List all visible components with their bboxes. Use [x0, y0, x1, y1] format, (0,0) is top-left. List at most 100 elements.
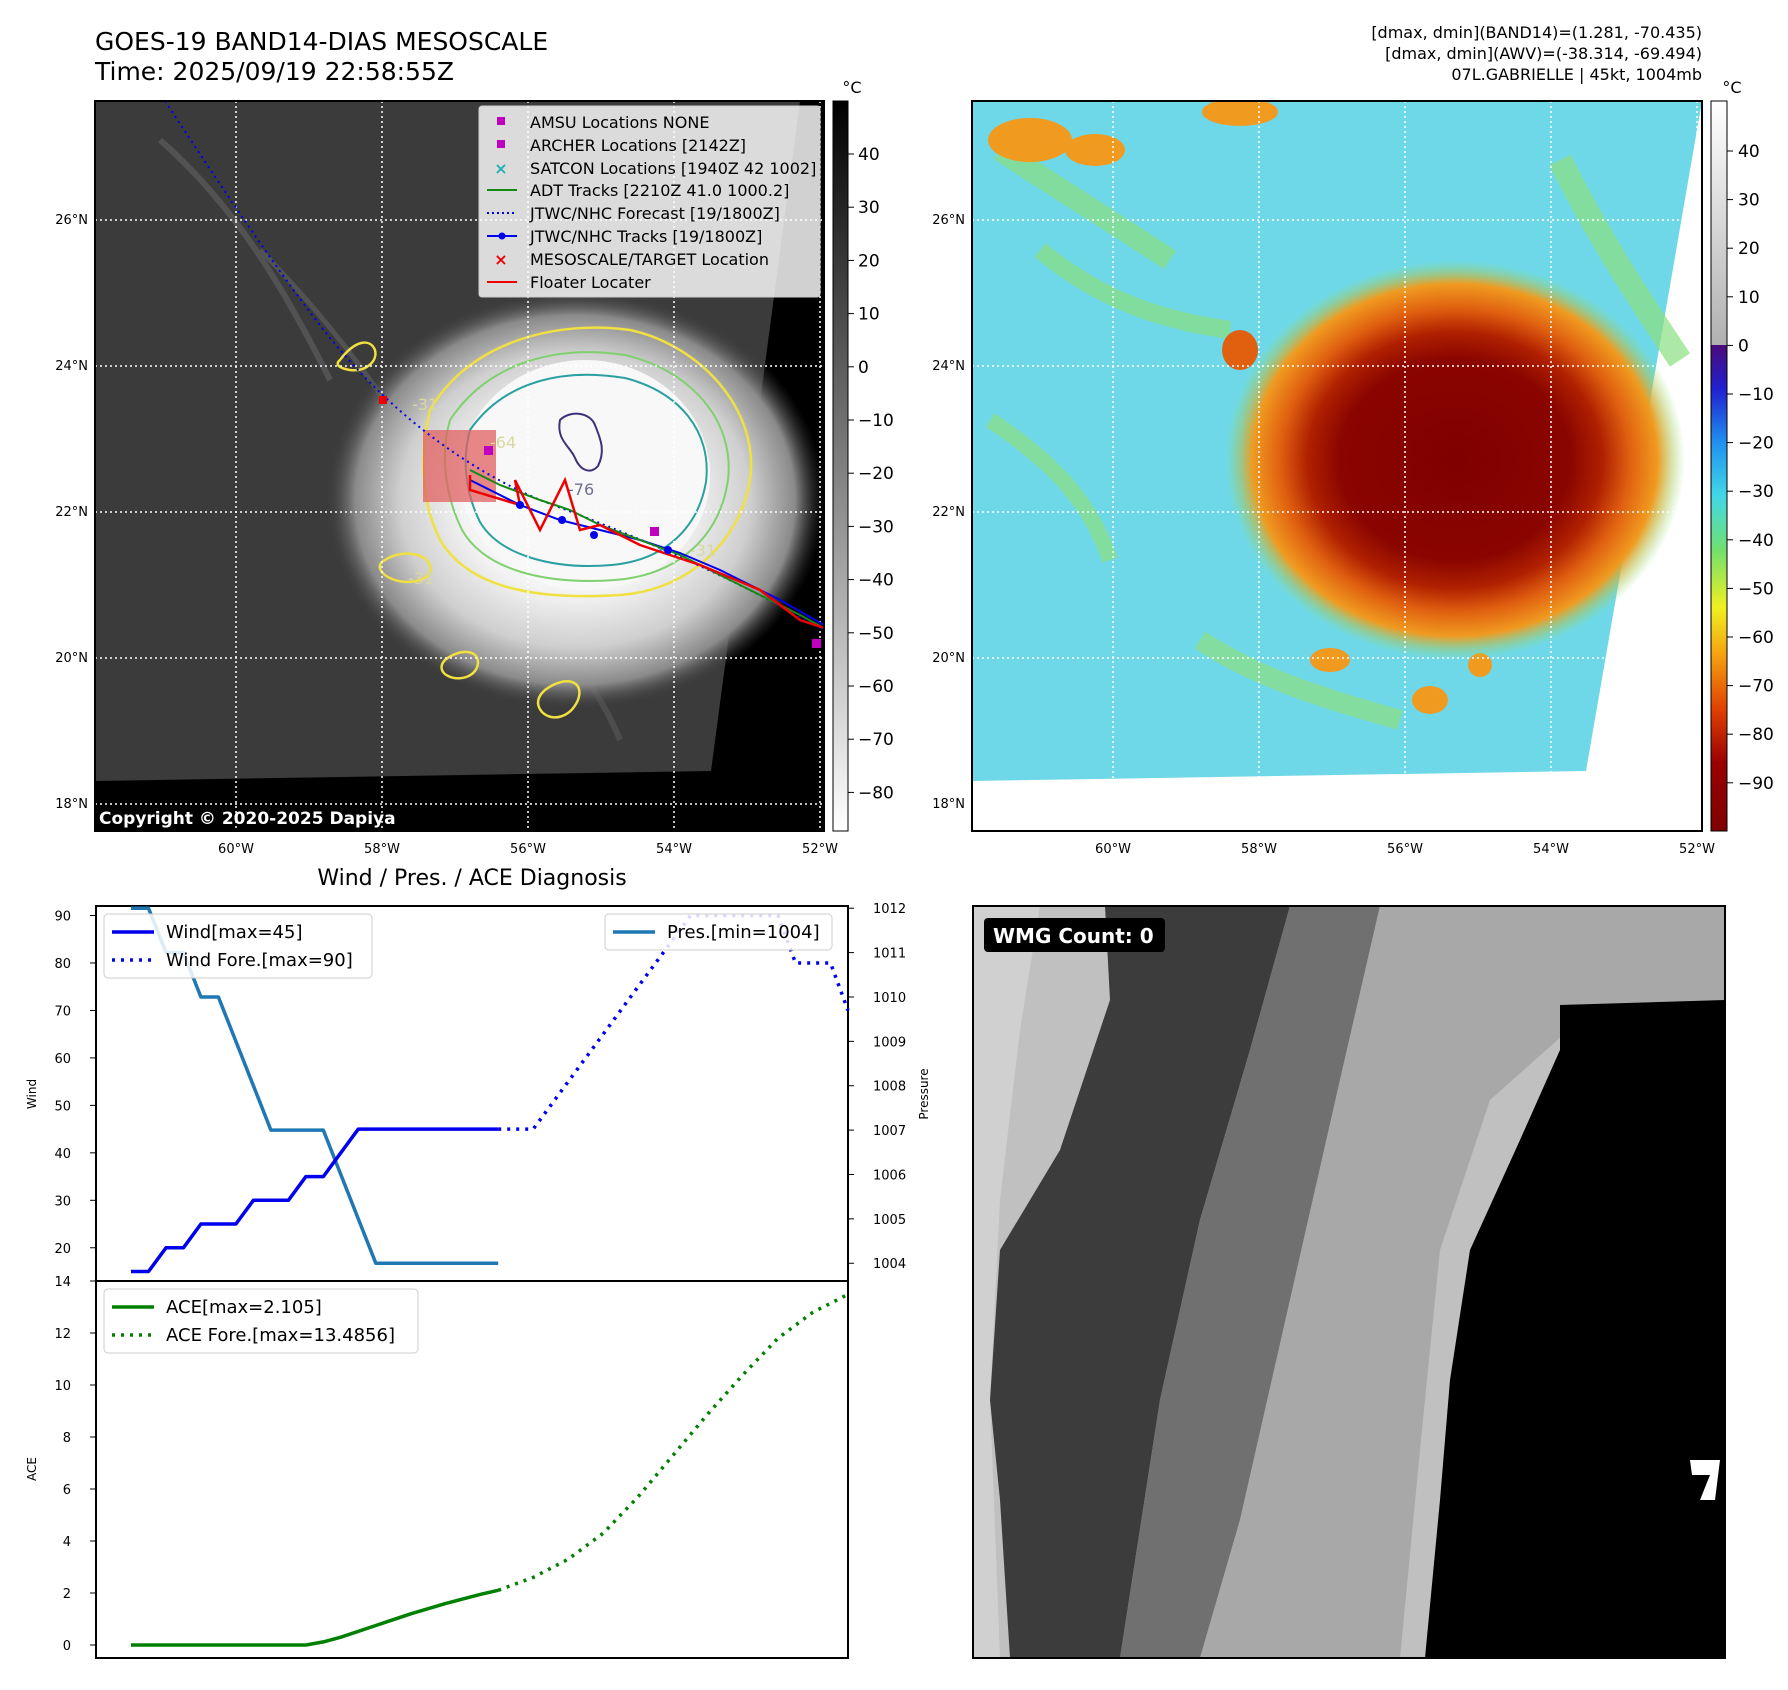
legend-item: Wind[max=45]	[166, 922, 303, 943]
target-legend-icon: ×	[494, 250, 507, 269]
y2-tick-label: 1005	[873, 1213, 906, 1228]
colorbar-tick-label: 40	[858, 145, 880, 165]
copyright-text: Copyright © 2020-2025 Dapiya	[99, 809, 396, 829]
wmg-band-black	[1425, 1000, 1725, 1658]
y-tick-label: 20	[54, 1242, 71, 1257]
page-timestamp: Time: 2025/09/19 22:58:55Z	[94, 57, 454, 86]
awv-map: 26°N 24°N 22°N 20°N 18°N 60°W 58°W 56°W …	[932, 78, 1774, 857]
adt-track-line	[469, 469, 824, 629]
archer-marker	[484, 446, 493, 455]
y-tick-label: 50	[54, 1099, 71, 1114]
floater-locator-box	[423, 430, 496, 502]
ir-lat-labels: 26°N 24°N 22°N 20°N 18°N	[55, 213, 88, 812]
wmg-count-badge	[984, 918, 1165, 952]
page-title: GOES-19 BAND14-DIAS MESOSCALE	[95, 27, 548, 56]
wind-series-line	[131, 1127, 499, 1274]
y-tick-label: 0	[63, 1639, 71, 1654]
target-marker	[379, 396, 387, 404]
satcon-legend-icon: ×	[494, 159, 507, 178]
lat-label: 18°N	[55, 797, 88, 812]
awv-lon-labels: 60°W 58°W 56°W 54°W 52°W	[1095, 842, 1715, 857]
pressure-legend: Pres.[min=1004]	[604, 913, 833, 951]
ace-forecast-series-line	[497, 1292, 849, 1592]
colorbar-tick-label: 0	[858, 358, 869, 378]
lat-label: 22°N	[932, 505, 965, 520]
y2-tick-label: 1010	[873, 991, 906, 1006]
lon-label: 56°W	[1387, 842, 1423, 857]
colorbar-tick-label: 10	[1738, 288, 1760, 308]
ir-map: -31 -64 -76 -31 -31	[55, 78, 894, 857]
colorbar-tick-label: −70	[858, 730, 894, 750]
colorbar-tick-label: −50	[1738, 579, 1774, 599]
stats-storm: 07L.GABRIELLE | 45kt, 1004mb	[1451, 65, 1702, 84]
colorbar-tick-label: −90	[1738, 774, 1774, 794]
stats-band14: [dmax, dmin](BAND14)=(1.281, -70.435)	[1371, 23, 1702, 42]
y-tick-label: 4	[63, 1535, 71, 1550]
y-tick-label: 10	[54, 1379, 71, 1394]
y-tick-label: 70	[54, 1004, 71, 1019]
archer-marker	[812, 639, 821, 648]
diagnosis-title: Wind / Pres. / ACE Diagnosis	[317, 866, 626, 891]
colorbar-tick-label: 10	[858, 305, 880, 325]
awv-storm-core	[1225, 260, 1685, 660]
legend-item: ARCHER Locations [2142Z]	[530, 136, 746, 155]
legend-item: ADT Tracks [2210Z 41.0 1000.2]	[530, 181, 789, 200]
contour-label: -31	[408, 569, 434, 588]
legend-item: JTWC/NHC Forecast [19/1800Z]	[529, 204, 780, 223]
contour-label: -31	[690, 541, 716, 560]
ir-colorbar-bar	[832, 100, 849, 832]
legend-item: Floater Locater	[530, 273, 651, 292]
y2-tick-label: 1012	[873, 902, 906, 917]
y-tick-label: 80	[54, 957, 71, 972]
lon-label: 60°W	[218, 842, 254, 857]
colorbar-tick-label: −10	[1738, 385, 1774, 405]
y-tick-label: 12	[54, 1327, 71, 1342]
track-point	[590, 531, 598, 539]
ace-legend: ACE[max=2.105] ACE Fore.[max=13.4856]	[103, 1288, 419, 1354]
legend-item: JTWC/NHC Tracks [19/1800Z]	[529, 227, 762, 246]
lon-label: 52°W	[802, 842, 838, 857]
colorbar-tick-label: −20	[1738, 434, 1774, 454]
colorbar-tick-label: 30	[858, 198, 880, 218]
contour-label: -31	[412, 395, 438, 414]
track-point	[664, 546, 672, 554]
ir-map-frame	[94, 100, 825, 832]
lat-label: 26°N	[932, 213, 965, 228]
ir-contours	[336, 326, 753, 719]
pressure-legend-box	[604, 913, 833, 951]
y-tick-label: 2	[63, 1587, 71, 1602]
lon-label: 58°W	[364, 842, 400, 857]
wind-legend-box	[103, 913, 373, 979]
wind-legend: Wind[max=45] Wind Fore.[max=90]	[103, 913, 373, 979]
track-legend-dot-icon	[498, 232, 506, 240]
colorbar-unit: °C	[1722, 78, 1741, 97]
colorbar-tick-label: −40	[1738, 531, 1774, 551]
lat-label: 26°N	[55, 213, 88, 228]
colorbar-tick-label: −80	[858, 783, 894, 803]
colorbar-tick-label: −10	[858, 411, 894, 431]
legend-item: Pres.[min=1004]	[667, 922, 820, 943]
y-tick-label: 90	[54, 909, 71, 924]
colorbar-tick-label: −30	[858, 517, 894, 537]
colorbar-tick-label: −80	[1738, 725, 1774, 745]
wmg-white-patch	[1690, 1460, 1720, 1500]
ir-lon-labels: 60°W 58°W 56°W 54°W 52°W	[218, 842, 838, 857]
colorbar-tick-label: 20	[858, 251, 880, 271]
y-tick-label: 60	[54, 1052, 71, 1067]
archer-legend-icon	[497, 140, 505, 148]
y-tick-label: 6	[63, 1483, 71, 1498]
awv-colorbar-upper	[1711, 101, 1727, 345]
ace-axis-label: ACE	[25, 1457, 39, 1481]
y2-tick-label: 1008	[873, 1080, 906, 1095]
colorbar-tick-label: 20	[1738, 239, 1760, 259]
awv-colorbar-lower	[1711, 345, 1727, 831]
awv-colorbar-frame	[1710, 100, 1728, 832]
y2-tick-label: 1009	[873, 1035, 906, 1050]
y2-tick-label: 1004	[873, 1257, 906, 1272]
ir-legend: AMSU Locations NONE ARCHER Locations [21…	[478, 105, 821, 298]
ir-colorbar: °C 40 30 20 10 0 −10 −20 −30 −40 −50 −60 −70 −80	[832, 78, 894, 832]
awv-hot-spots	[988, 101, 1492, 714]
lat-label: 20°N	[55, 651, 88, 666]
y-tick-label: 30	[54, 1194, 71, 1209]
